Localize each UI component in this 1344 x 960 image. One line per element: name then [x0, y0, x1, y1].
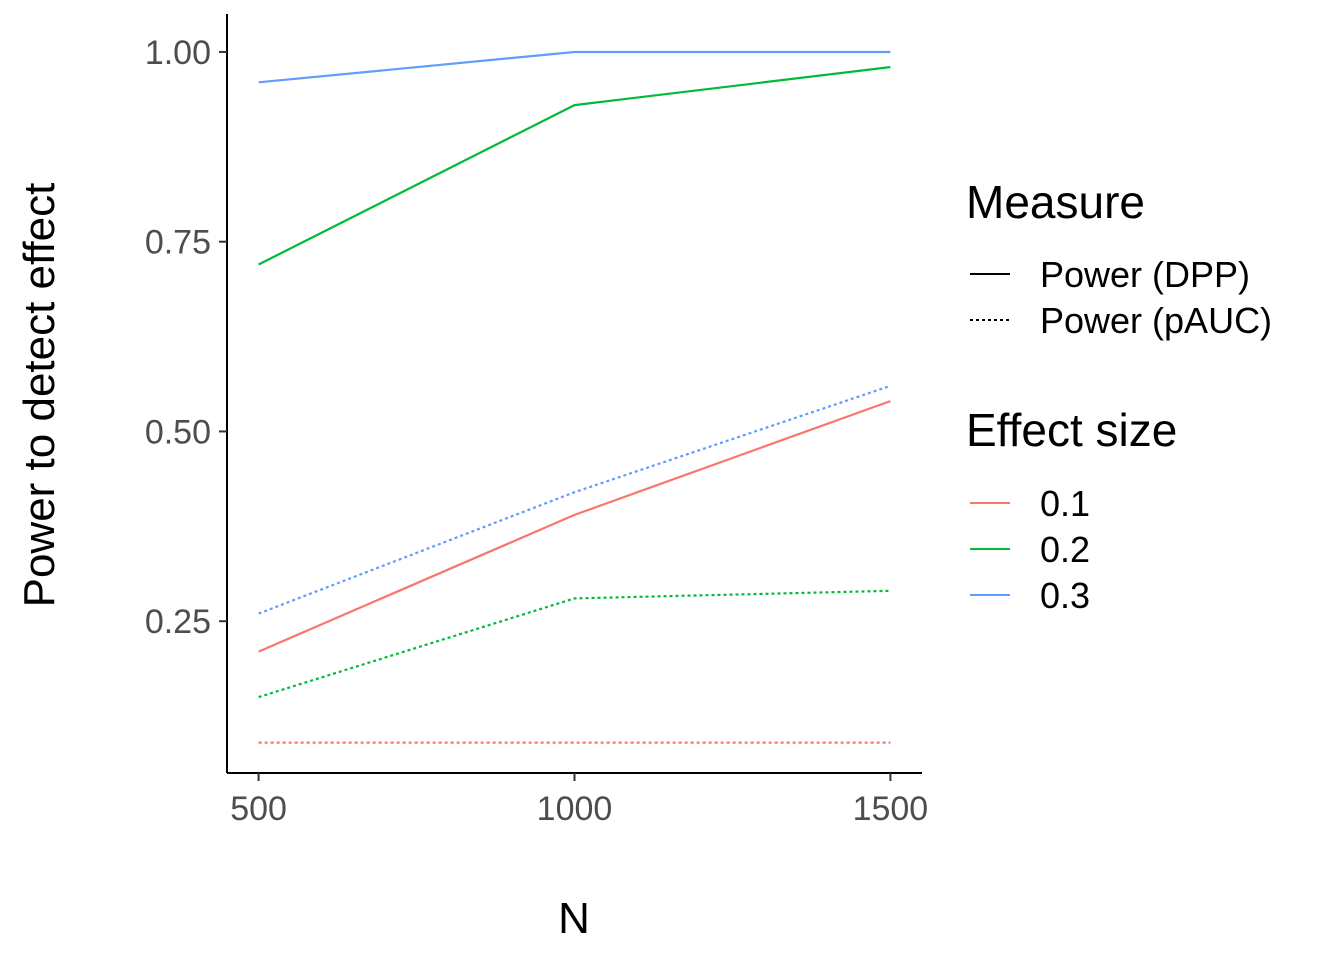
x-tick-label: 1000: [537, 790, 613, 828]
legend-label-effect-0-3: 0.3: [1040, 575, 1090, 616]
legend-label-power-pauc: Power (pAUC): [1040, 300, 1272, 341]
y-tick-label: 1.00: [145, 34, 211, 72]
x-ticks: 500 1000 1500: [230, 773, 928, 828]
legend-label-effect-0-1: 0.1: [1040, 483, 1090, 524]
legend-measure-title: Measure: [966, 176, 1145, 228]
legend-effect: Effect size 0.1 0.2 0.3: [966, 404, 1177, 616]
x-tick-label: 1500: [853, 790, 929, 828]
y-tick-label: 0.75: [145, 224, 211, 262]
x-tick-label: 500: [230, 790, 287, 828]
plot-series: [258, 50, 891, 744]
legend-label-effect-0-2: 0.2: [1040, 529, 1090, 570]
axes: [226, 14, 922, 774]
series-line-effect-0-1-dpp: [258, 400, 891, 653]
y-tick-label: 0.25: [145, 603, 211, 641]
series-line-effect-0-2-pauc: [258, 589, 891, 699]
y-tick-label: 0.50: [145, 413, 211, 451]
x-axis-title: N: [558, 894, 590, 943]
y-axis-title: Power to detect effect: [15, 183, 64, 608]
legend-measure: Measure Power (DPP) Power (pAUC): [966, 176, 1272, 341]
series-line-effect-0-2-dpp: [258, 66, 891, 266]
series-line-effect-0-3-dpp: [258, 50, 891, 84]
series-line-effect-0-3-pauc: [258, 384, 891, 615]
legend-label-power-dpp: Power (DPP): [1040, 254, 1250, 295]
y-ticks: 0.25 0.50 0.75 1.00: [145, 34, 227, 641]
legend-effect-title: Effect size: [966, 404, 1177, 456]
